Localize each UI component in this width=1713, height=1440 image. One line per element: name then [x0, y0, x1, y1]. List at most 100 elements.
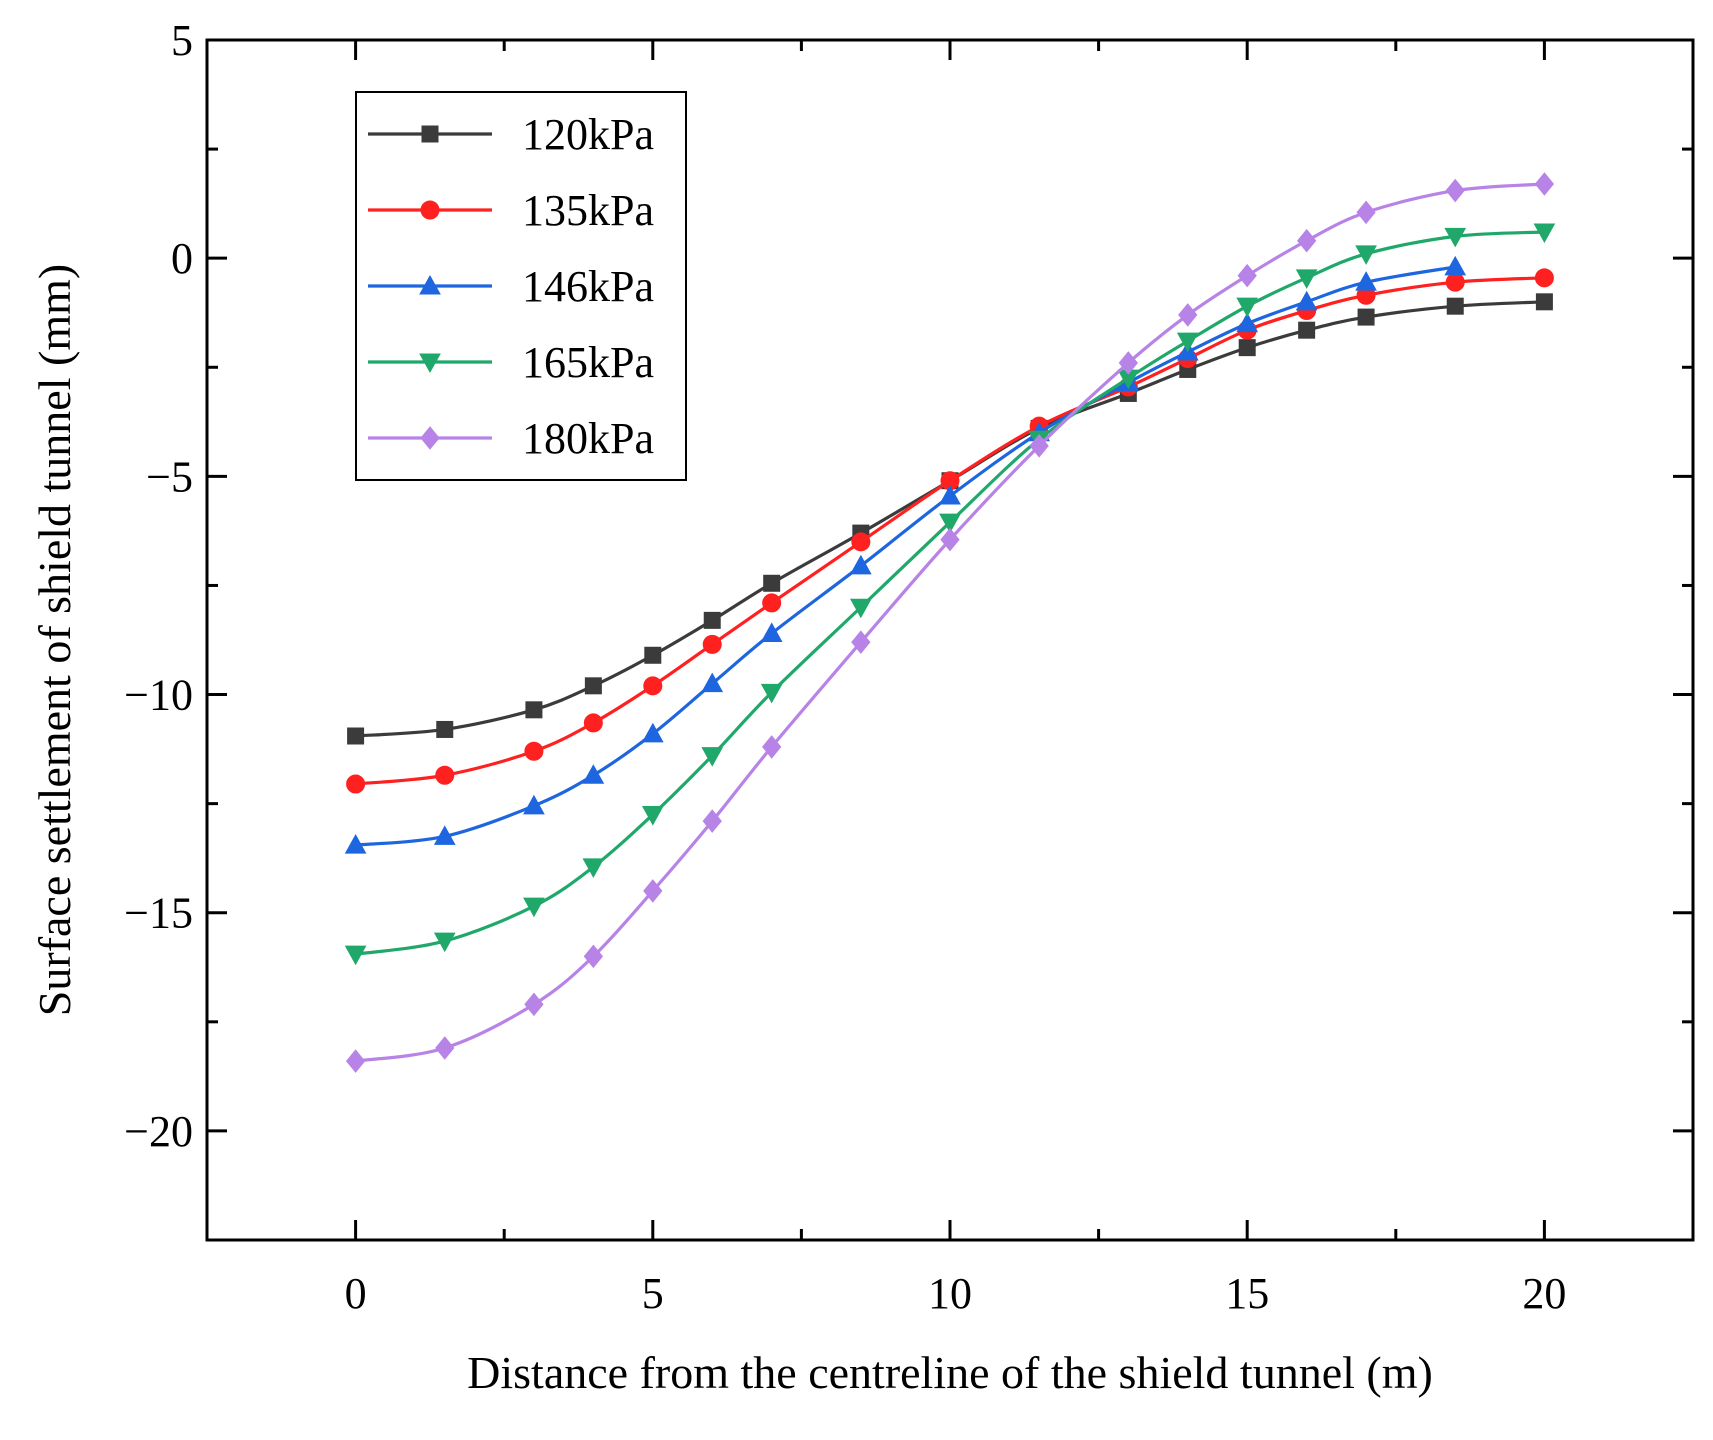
- data-point: [701, 747, 724, 767]
- legend-label: 146kPa: [522, 262, 654, 311]
- data-point: [701, 672, 724, 693]
- data-point: [760, 622, 783, 642]
- data-point: [1298, 321, 1316, 339]
- data-point: [433, 825, 456, 845]
- data-point: [1445, 272, 1465, 292]
- legend-entry: 120kPa: [368, 110, 654, 159]
- data-point: [851, 630, 871, 654]
- data-point: [940, 527, 960, 552]
- y-tick-label: −15: [124, 889, 193, 938]
- data-point: [1237, 263, 1257, 288]
- data-point: [643, 676, 663, 696]
- legend-marker: [419, 274, 441, 295]
- y-axis-title: Surface settlement of shield tunnel (mm): [29, 264, 80, 1016]
- legend-label: 180kPa: [522, 414, 654, 463]
- series-165kPa: [344, 223, 1556, 966]
- data-point: [584, 677, 602, 695]
- data-point: [582, 858, 605, 878]
- data-point: [1533, 223, 1556, 244]
- data-point: [583, 713, 603, 733]
- data-point: [702, 634, 722, 654]
- y-tick-label: −5: [146, 452, 193, 501]
- data-point: [702, 809, 722, 833]
- data-point: [1534, 268, 1554, 288]
- x-tick-label: 10: [928, 1269, 972, 1318]
- data-point: [760, 683, 783, 704]
- data-point: [1356, 200, 1376, 225]
- x-tick-label: 0: [345, 1269, 367, 1318]
- data-point: [435, 1036, 455, 1060]
- data-point: [851, 532, 871, 552]
- legend-entry: 135kPa: [368, 186, 654, 235]
- x-tick-label: 20: [1522, 1269, 1566, 1318]
- data-point: [344, 945, 367, 966]
- legend-label: 135kPa: [522, 186, 654, 235]
- legend: 120kPa 135kPa 146kPa 165kPa 180kPa: [355, 91, 687, 481]
- data-point: [849, 598, 872, 619]
- data-point: [1534, 172, 1555, 196]
- data-point: [849, 554, 872, 575]
- x-axis-ticks: 0 5 10 15 20: [205, 40, 1695, 1318]
- series-line: [355, 265, 1456, 847]
- data-point: [347, 727, 365, 745]
- y-axis-ticks: 5 0 −5 −10 −15 −20: [124, 16, 1693, 1242]
- data-point: [939, 513, 961, 534]
- data-point: [1295, 290, 1318, 311]
- y-tick-label: 0: [171, 234, 193, 283]
- data-point: [1445, 178, 1465, 203]
- data-point: [763, 574, 781, 592]
- data-point: [1446, 297, 1464, 315]
- data-point: [1355, 245, 1377, 265]
- data-point: [1178, 303, 1198, 327]
- data-point: [1296, 228, 1317, 253]
- data-point: [641, 722, 664, 743]
- data-point: [1176, 332, 1199, 353]
- data-point: [524, 992, 544, 1017]
- legend-label: 165kPa: [522, 338, 654, 387]
- data-point: [1029, 434, 1049, 458]
- data-point: [583, 944, 604, 969]
- data-point: [345, 1049, 366, 1073]
- data-point: [762, 735, 782, 759]
- series-146kPa: [344, 255, 1467, 854]
- data-point: [1444, 255, 1467, 276]
- data-point: [1295, 269, 1318, 289]
- data-point: [703, 611, 721, 629]
- data-point: [436, 720, 454, 738]
- data-point: [346, 774, 366, 794]
- x-tick-label: 15: [1225, 1269, 1269, 1318]
- x-axis-title: Distance from the centreline of the shie…: [467, 1347, 1433, 1398]
- data-point: [523, 794, 545, 815]
- data-point: [1118, 351, 1138, 375]
- data-point: [523, 897, 545, 918]
- series-180kPa: [345, 172, 1555, 1073]
- data-point: [582, 764, 605, 784]
- legend-marker: [420, 426, 440, 450]
- data-point: [525, 701, 543, 719]
- legend-marker: [421, 125, 439, 143]
- x-tick-label: 5: [642, 1269, 664, 1318]
- legend-entry: 165kPa: [368, 338, 654, 387]
- data-point: [1236, 297, 1259, 318]
- y-tick-label: −10: [124, 671, 193, 720]
- legend-entry: 180kPa: [368, 414, 654, 463]
- data-point: [1357, 308, 1375, 326]
- data-point: [644, 646, 662, 664]
- legend-marker: [419, 353, 441, 374]
- data-point: [344, 834, 367, 854]
- data-point: [1535, 293, 1553, 311]
- legend-marker: [420, 200, 440, 220]
- data-point: [641, 806, 664, 826]
- data-point: [939, 484, 961, 505]
- data-point: [435, 765, 455, 785]
- data-point: [1355, 271, 1377, 291]
- data-point: [1238, 339, 1256, 357]
- data-point: [762, 593, 782, 613]
- y-tick-label: −20: [124, 1107, 193, 1156]
- series-layer: [344, 172, 1556, 1073]
- data-point: [1444, 227, 1467, 248]
- data-point: [1236, 312, 1259, 333]
- y-tick-label: 5: [171, 16, 193, 65]
